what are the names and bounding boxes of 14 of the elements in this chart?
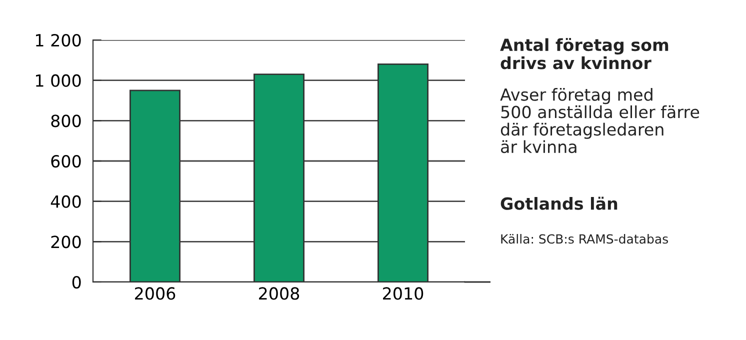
y-tick-label: 400 [50,195,81,208]
y-tick-label: 1 000 [36,74,81,87]
x-tick-label: 2006 [135,287,176,300]
y-tick-label: 200 [51,236,81,248]
y-tick-label: 0 [72,276,81,289]
text: Gotlands län [500,196,618,210]
text: Antal företag som drivs av kvinnor [500,38,668,70]
y-tick-label: 800 [51,114,81,128]
y-tick-label: 600 [51,154,81,168]
text: Avser företag med 500 anställda eller färre där företagsledaren är kvinna [500,88,700,154]
y-tick-label: 1 200 [36,34,81,47]
x-tick-label: 2008 [259,287,300,300]
text: Källa: SCB:s RAMS-databas [501,234,668,244]
x-tick-label: 2010 [383,287,424,300]
